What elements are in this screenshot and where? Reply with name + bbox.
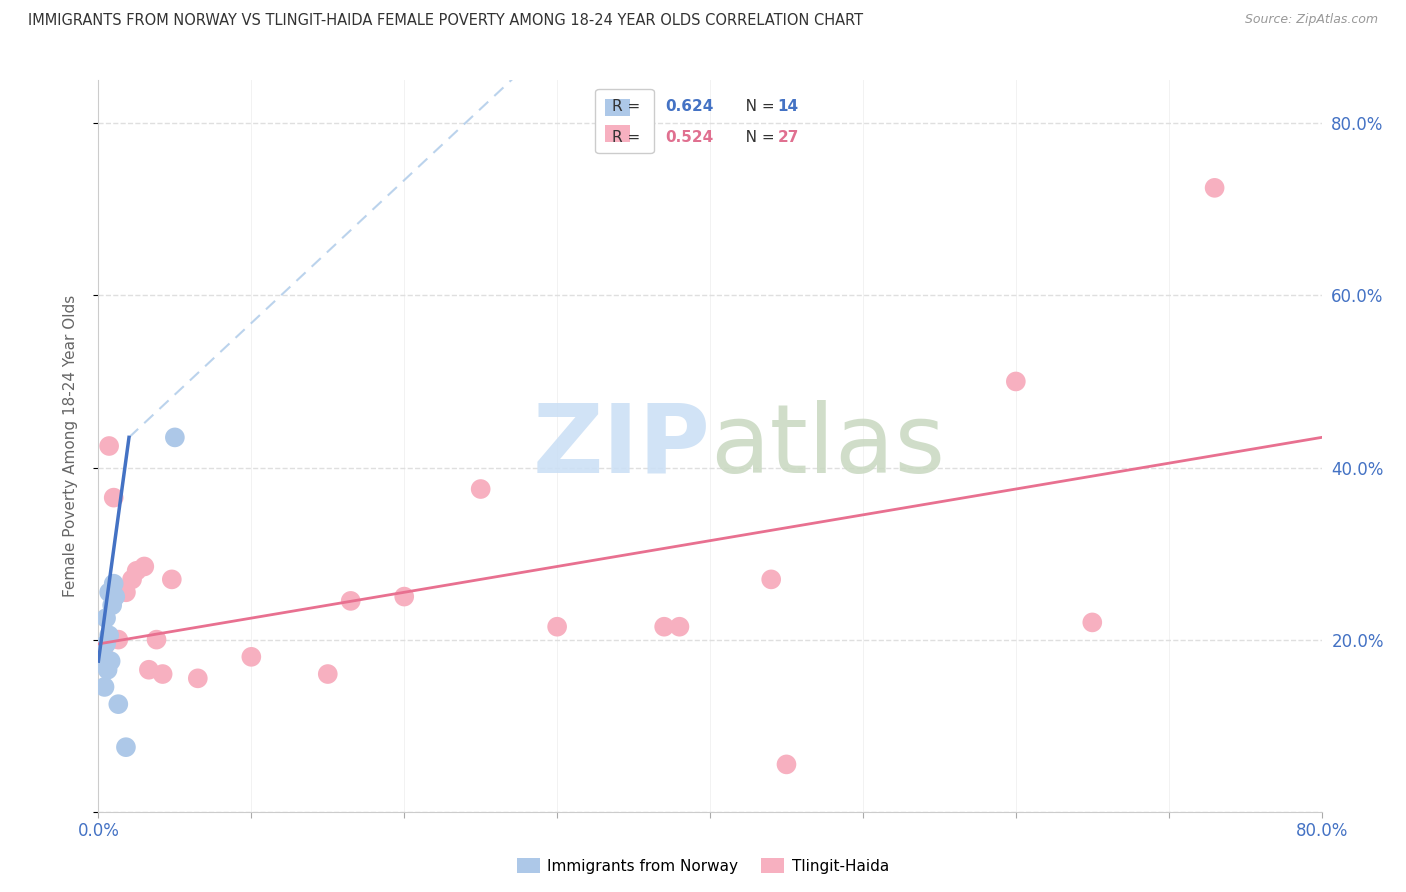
- Text: atlas: atlas: [710, 400, 945, 492]
- Point: [1081, 615, 1104, 630]
- Point: [339, 594, 361, 608]
- Text: 14: 14: [778, 99, 799, 114]
- Point: [100, 654, 122, 668]
- Point: [94, 611, 117, 625]
- Text: 0.624: 0.624: [665, 99, 713, 114]
- Point: [103, 576, 125, 591]
- Point: [115, 740, 138, 755]
- Text: N =: N =: [731, 99, 779, 114]
- Point: [107, 632, 129, 647]
- Point: [121, 573, 143, 587]
- Legend: Immigrants from Norway, Tlingit-Haida: Immigrants from Norway, Tlingit-Haida: [510, 852, 896, 880]
- Y-axis label: Female Poverty Among 18-24 Year Olds: Female Poverty Among 18-24 Year Olds: [63, 295, 77, 597]
- Point: [546, 620, 568, 634]
- Point: [94, 637, 117, 651]
- Point: [101, 598, 124, 612]
- Point: [392, 590, 416, 604]
- Point: [115, 585, 138, 599]
- Text: IMMIGRANTS FROM NORWAY VS TLINGIT-HAIDA FEMALE POVERTY AMONG 18-24 YEAR OLDS COR: IMMIGRANTS FROM NORWAY VS TLINGIT-HAIDA …: [28, 13, 863, 29]
- Point: [160, 573, 183, 587]
- Text: 27: 27: [778, 129, 799, 145]
- Text: 0.524: 0.524: [665, 129, 713, 145]
- Point: [125, 564, 148, 578]
- Point: [138, 663, 160, 677]
- Point: [91, 654, 114, 668]
- Legend: , : ,: [595, 88, 654, 153]
- Point: [240, 649, 263, 664]
- Point: [97, 663, 120, 677]
- Point: [98, 628, 121, 642]
- Point: [98, 439, 121, 453]
- Point: [94, 654, 117, 668]
- Text: R =: R =: [612, 99, 645, 114]
- Point: [470, 482, 492, 496]
- Point: [1004, 375, 1026, 389]
- Point: [668, 620, 690, 634]
- Point: [316, 667, 339, 681]
- Point: [145, 632, 167, 647]
- Point: [152, 667, 174, 681]
- Text: R =: R =: [612, 129, 645, 145]
- Point: [103, 491, 125, 505]
- Text: Source: ZipAtlas.com: Source: ZipAtlas.com: [1244, 13, 1378, 27]
- Point: [187, 671, 209, 685]
- Point: [104, 590, 127, 604]
- Point: [163, 430, 186, 444]
- Point: [93, 680, 115, 694]
- Point: [134, 559, 156, 574]
- Point: [1204, 181, 1226, 195]
- Point: [91, 646, 114, 660]
- Point: [652, 620, 675, 634]
- Point: [107, 697, 129, 711]
- Point: [759, 573, 782, 587]
- Point: [775, 757, 797, 772]
- Point: [98, 585, 121, 599]
- Text: N =: N =: [731, 129, 779, 145]
- Text: ZIP: ZIP: [531, 400, 710, 492]
